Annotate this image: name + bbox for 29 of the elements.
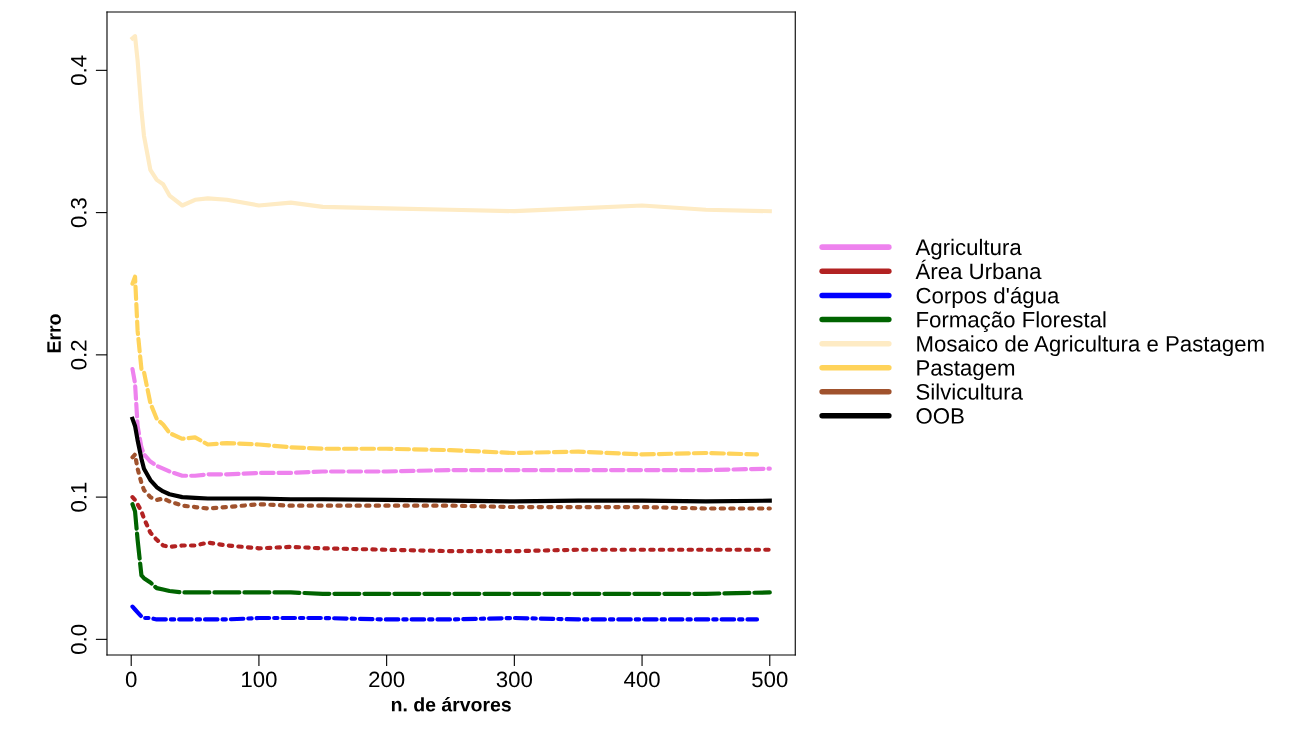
- y-tick-label: 0.0: [70, 624, 87, 654]
- x-tick-label: 100: [242, 671, 277, 688]
- line-series: [130, 274, 760, 457]
- line-series: [130, 452, 772, 511]
- legend-label: Formação Florestal: [917, 311, 1106, 333]
- x-axis-title: n. de árvores: [391, 697, 511, 712]
- legend-label: Área Urbana: [915, 259, 1042, 280]
- x-tick-label: 500: [752, 671, 788, 688]
- y-tick-label: 0.2: [70, 340, 87, 370]
- legend-label: Pastagem: [917, 360, 1015, 381]
- line-series: [130, 495, 772, 554]
- legend-label: Agricultura: [915, 238, 1022, 260]
- y-tick-label: 0.4: [70, 55, 87, 85]
- legend-label: Mosaico de Agricultura e Pastagem: [917, 335, 1264, 357]
- line-series: [130, 416, 772, 504]
- y-tick-label: 0.3: [70, 198, 87, 228]
- x-tick-label: 400: [624, 671, 660, 688]
- x-tick-label: 0: [125, 671, 137, 688]
- y-tick-label: 0.1: [70, 482, 87, 512]
- line-series: [130, 366, 772, 478]
- line-series: [130, 502, 772, 596]
- x-tick-label: 300: [496, 671, 533, 688]
- legend-label: Corpos d'água: [916, 286, 1060, 308]
- y-axis-title: Erro: [47, 314, 61, 353]
- line-series: [130, 604, 760, 622]
- legend-label: OOB: [916, 408, 964, 424]
- x-tick-label: 200: [369, 671, 405, 688]
- legend-label: Silvicultura: [916, 383, 1023, 400]
- line-series: [130, 34, 772, 214]
